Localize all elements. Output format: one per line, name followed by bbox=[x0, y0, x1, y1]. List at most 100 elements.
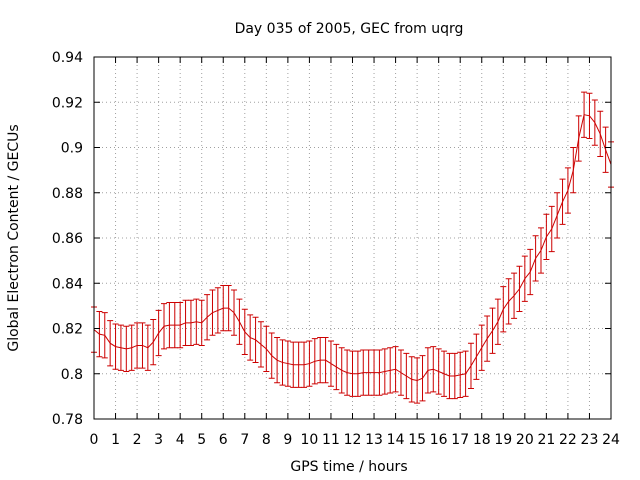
error-bar bbox=[327, 340, 334, 387]
error-bar bbox=[263, 325, 270, 372]
error-bar bbox=[139, 322, 146, 369]
error-bar bbox=[392, 346, 399, 393]
x-tick-label: 11 bbox=[322, 432, 340, 448]
y-tick-label: 0.9 bbox=[61, 141, 83, 157]
error-bar bbox=[602, 126, 609, 173]
y-tick-label: 0.94 bbox=[52, 50, 83, 66]
error-bar bbox=[333, 343, 340, 391]
error-bar bbox=[144, 324, 151, 371]
y-tick-label: 0.8 bbox=[61, 367, 83, 383]
x-tick-label: 6 bbox=[219, 432, 228, 448]
error-bar bbox=[155, 309, 162, 357]
x-tick-label: 5 bbox=[197, 432, 206, 448]
error-bar bbox=[204, 294, 211, 341]
x-tick-label: 18 bbox=[473, 432, 491, 448]
error-bar bbox=[424, 347, 431, 394]
error-bar bbox=[403, 352, 410, 400]
error-bar bbox=[441, 350, 448, 397]
y-tick-label: 0.92 bbox=[52, 95, 83, 111]
error-bar bbox=[365, 349, 372, 396]
error-bar bbox=[537, 227, 544, 274]
error-bar bbox=[559, 178, 566, 225]
error-bar bbox=[387, 347, 394, 394]
error-bar bbox=[381, 348, 388, 395]
error-bar bbox=[467, 342, 474, 389]
error-bar bbox=[301, 341, 308, 388]
series-gec bbox=[91, 91, 614, 404]
x-tick-label: 15 bbox=[408, 432, 426, 448]
error-bar bbox=[435, 348, 442, 395]
error-bar bbox=[247, 314, 254, 361]
error-bar bbox=[349, 350, 356, 397]
error-bar bbox=[451, 352, 458, 400]
error-bar bbox=[414, 357, 421, 404]
error-bar bbox=[554, 192, 561, 239]
error-bar bbox=[306, 340, 313, 387]
error-bar bbox=[128, 324, 135, 371]
error-bar bbox=[478, 324, 485, 371]
x-tick-labels: 0 1 2 3 4 5 6 7 8 9 10 11 12 13 14 15 16 17 18 19 20 21 22 23 24 bbox=[90, 432, 620, 448]
error-bar bbox=[161, 303, 168, 350]
x-tick-label: 2 bbox=[133, 432, 142, 448]
error-bar bbox=[96, 311, 103, 358]
axis-ticks bbox=[93, 56, 612, 420]
x-tick-label: 21 bbox=[537, 432, 555, 448]
error-bar bbox=[408, 356, 415, 403]
error-bar bbox=[241, 308, 248, 356]
error-bar bbox=[462, 350, 469, 397]
y-tick-labels: 0.78 0.8 0.82 0.84 0.86 0.88 0.9 0.92 0.94 bbox=[52, 50, 83, 428]
error-bar bbox=[123, 325, 130, 372]
error-bar bbox=[107, 320, 114, 367]
error-bar bbox=[597, 110, 604, 158]
error-bar bbox=[112, 323, 119, 370]
x-tick-label: 14 bbox=[387, 432, 405, 448]
x-tick-label: 1 bbox=[111, 432, 120, 448]
error-bar bbox=[134, 322, 141, 369]
error-bar bbox=[484, 315, 491, 362]
error-bar bbox=[371, 349, 378, 396]
x-tick-label: 24 bbox=[602, 432, 620, 448]
y-tick-label: 0.82 bbox=[52, 322, 83, 338]
error-bar bbox=[257, 321, 264, 368]
error-bar bbox=[101, 312, 108, 359]
x-tick-label: 19 bbox=[494, 432, 512, 448]
error-bar bbox=[360, 349, 367, 396]
error-bar bbox=[317, 337, 324, 384]
error-bar bbox=[344, 349, 351, 396]
error-bar bbox=[505, 278, 512, 325]
error-bar bbox=[274, 337, 281, 384]
error-bar bbox=[586, 92, 593, 139]
error-bar bbox=[473, 333, 480, 380]
x-tick-label: 12 bbox=[344, 432, 362, 448]
error-bar bbox=[279, 339, 286, 386]
x-tick-label: 10 bbox=[301, 432, 319, 448]
x-tick-label: 22 bbox=[559, 432, 577, 448]
error-bar bbox=[177, 301, 184, 349]
x-tick-label: 0 bbox=[90, 432, 99, 448]
error-bar bbox=[252, 316, 259, 363]
error-bar bbox=[198, 299, 205, 346]
error-bar bbox=[311, 338, 318, 385]
error-bar bbox=[376, 349, 383, 396]
error-bar bbox=[166, 301, 173, 349]
error-bar bbox=[511, 272, 518, 319]
error-bar bbox=[581, 91, 588, 138]
x-tick-label: 23 bbox=[581, 432, 599, 448]
error-bar bbox=[457, 351, 464, 399]
y-tick-label: 0.78 bbox=[52, 412, 83, 428]
error-bar bbox=[446, 352, 453, 400]
error-bar bbox=[193, 298, 200, 345]
error-bar bbox=[564, 167, 571, 214]
chart-title: Day 035 of 2005, GEC from uqrg bbox=[235, 21, 464, 37]
x-tick-label: 9 bbox=[283, 432, 292, 448]
x-axis-title: GPS time / hours bbox=[290, 459, 407, 475]
error-bar bbox=[494, 298, 501, 345]
x-tick-label: 16 bbox=[430, 432, 448, 448]
x-tick-label: 8 bbox=[262, 432, 271, 448]
x-tick-label: 7 bbox=[240, 432, 249, 448]
error-bar bbox=[516, 265, 523, 313]
error-bar bbox=[419, 355, 426, 402]
y-tick-label: 0.86 bbox=[52, 231, 83, 247]
error-bar bbox=[397, 349, 404, 396]
